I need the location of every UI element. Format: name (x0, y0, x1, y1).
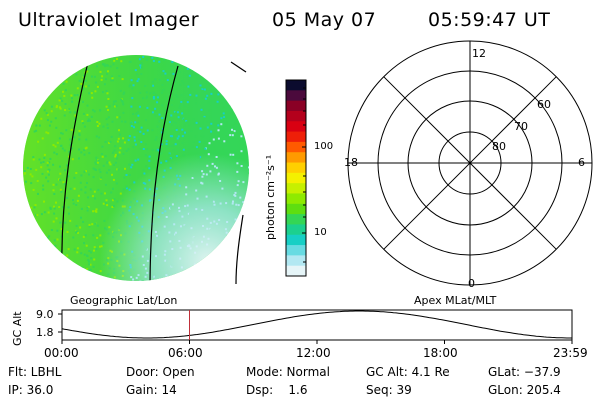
glon-info: GLon: 205.4 (488, 383, 561, 397)
colorbar-band (286, 234, 306, 246)
altitude-plot-frame (61, 309, 573, 341)
image-speckle (123, 280, 126, 281)
altitude-xtick-1200: 12:00 (296, 346, 331, 360)
mlt-label-6: 6 (578, 156, 585, 169)
altitude-xtick-2359: 23:59 (553, 346, 588, 360)
polar-grid (347, 40, 593, 286)
mlt-label-0: 0 (468, 277, 475, 290)
gc-alt-info: GC Alt: 4.1 Re (366, 365, 450, 379)
altitude-plot (58, 309, 573, 344)
colorbar-band (286, 131, 306, 143)
colorbar-band (286, 224, 306, 236)
colorbar-band (286, 90, 306, 102)
colorbar-band (286, 162, 306, 174)
altitude-xtick-0000: 00:00 (44, 346, 79, 360)
altitude-ytick-high: 9.0 (36, 308, 54, 321)
colorbar-ticks (302, 87, 306, 263)
altitude-curve (61, 310, 572, 339)
colorbar-tick-10: 10 (314, 227, 327, 238)
colorbar-band (286, 265, 306, 277)
colorbar-band (286, 121, 306, 133)
mlt-label-18: 18 (344, 156, 358, 169)
door-info: Door: Open (126, 365, 195, 379)
mode-info: Mode: Normal (246, 365, 330, 379)
altitude-xtick-0600: 06:00 (168, 346, 203, 360)
date-label: 05 May 07 (272, 9, 377, 31)
colorbar-band (286, 80, 306, 91)
colorbar-tick-100: 100 (314, 141, 334, 152)
dsp-info: Dsp: 1.6 (246, 383, 308, 397)
time-label: 05:59:47 UT (428, 9, 551, 31)
image-panel-label: Geographic Lat/Lon (70, 294, 178, 307)
colorbar-band (286, 110, 306, 122)
colorbar (286, 80, 306, 277)
colorbar-band (286, 152, 306, 164)
lat-label-60: 60 (537, 98, 551, 111)
ip-info: IP: 36.0 (8, 383, 54, 397)
altitude-xticks (61, 340, 573, 344)
colorbar-band (286, 183, 306, 194)
colorbar-band (286, 255, 306, 267)
uv-image-disc (23, 55, 249, 285)
colorbar-band (286, 245, 306, 256)
glat-info: GLat: −37.9 (488, 365, 561, 379)
colorbar-band (286, 100, 306, 112)
longitude-line (61, 61, 89, 281)
polar-panel-label: Apex MLat/MLT (414, 294, 497, 307)
colorbar-band (286, 214, 306, 225)
longitude-line (230, 61, 247, 73)
lat-label-80: 80 (492, 140, 506, 153)
colorbar-band (286, 203, 306, 215)
seq-info: Seq: 39 (366, 383, 412, 397)
longitude-line (149, 65, 179, 281)
colorbar-unit-label: photon cm⁻²s⁻¹ (264, 154, 277, 240)
altitude-ylabel: GC Alt (11, 311, 24, 346)
altitude-ytick-low: 1.8 (36, 326, 54, 339)
lat-label-70: 70 (514, 120, 528, 133)
colorbar-band (286, 193, 306, 205)
mlt-label-12: 12 (472, 47, 486, 60)
colorbar-band (286, 172, 306, 184)
colorbar-band (286, 141, 306, 153)
colorbar-frame (285, 79, 307, 277)
altitude-xtick-1800: 18:00 (423, 346, 458, 360)
gain-info: Gain: 14 (126, 383, 177, 397)
instrument-title: Ultraviolet Imager (18, 9, 200, 31)
filter-info: Flt: LBHL (8, 365, 62, 379)
longitude-line (235, 214, 244, 285)
